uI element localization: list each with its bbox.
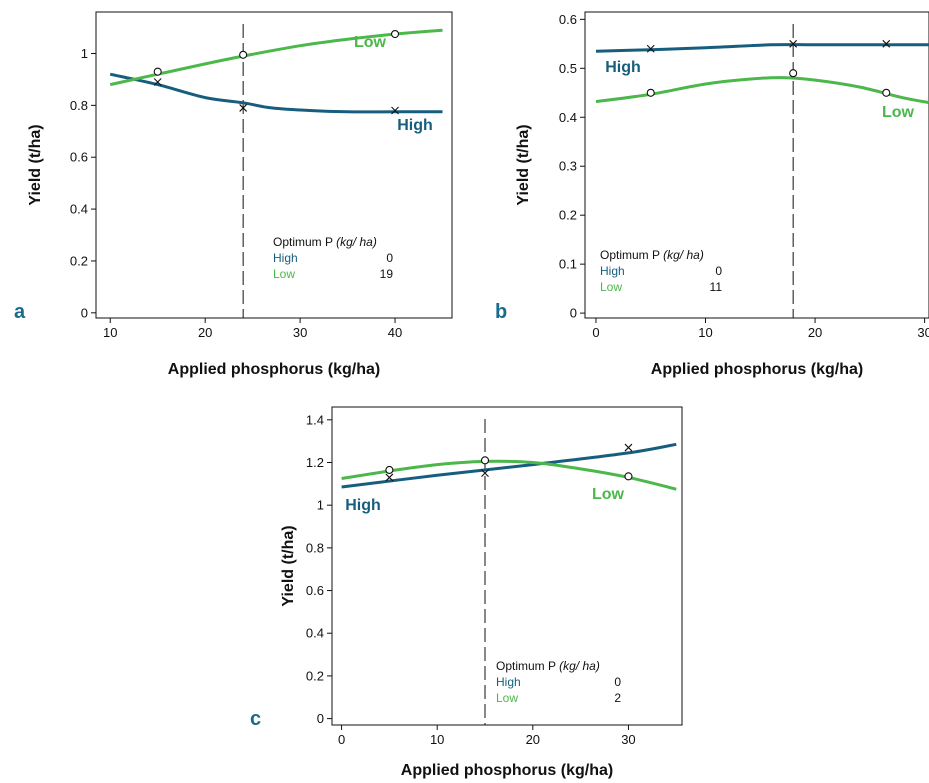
panel-c-y-tick-label: 1.2 (306, 455, 324, 470)
panel-a-series-line-low (109, 28, 443, 87)
panel-a-x-tick-label: 10 (103, 325, 117, 340)
panel-a-legend-label-low: Low (273, 267, 295, 281)
panel-a-observed-point-high (153, 78, 162, 86)
panel-b-legend-title: Optimum P (kg/ ha) (600, 248, 704, 262)
panel-c-y-tick-label: 0.8 (306, 540, 324, 555)
panel-c-y-tick-label: 1.4 (306, 412, 324, 427)
panel-b-series-label-low: Low (882, 104, 915, 121)
panel-c-legend-value-high: 0 (614, 675, 621, 689)
panel-a-x-tick-label: 40 (388, 325, 402, 340)
panel-a-x-tick-label: 20 (198, 325, 212, 340)
panel-b-x-tick-label: 30 (917, 325, 929, 340)
panel-b-x-tick-label: 20 (808, 325, 822, 340)
panel-c-x-tick-label: 30 (621, 732, 635, 747)
panel-c-x-tick-label: 20 (526, 732, 540, 747)
panel-c-observed-point-high (385, 473, 394, 482)
panel-b-observed-point-low (882, 88, 891, 97)
panel-b-series-line-low (595, 76, 929, 105)
panel-a-series-label-low: Low (354, 34, 387, 51)
panel-c-legend-value-low: 2 (614, 691, 621, 705)
panel-a-y-axis-title: Yield (t/ha) (27, 124, 44, 205)
panel-a-legend-value-high: 0 (386, 251, 393, 265)
panel-b-observed-point-high (646, 44, 655, 53)
panel-a-legend-value-low: 19 (380, 267, 394, 281)
panel-b-y-tick-label: 0.4 (559, 110, 577, 125)
panel-b-y-tick-label: 0.3 (559, 159, 577, 174)
panel-c-y-tick-label: 1 (317, 498, 324, 513)
panel-b-series-label-high: High (605, 59, 641, 76)
panel-a-series-line-high (109, 72, 443, 114)
panel-a-x-tick-label: 30 (293, 325, 307, 340)
panel-b-y-tick-label: 0.1 (559, 257, 577, 272)
panel-c-x-axis-title: Applied phosphorus (kg/ha) (401, 762, 613, 779)
panel-b-legend-label-high: High (600, 264, 625, 278)
panel-a-observed-point-low (153, 67, 162, 76)
panel-a-observed-point-low (390, 29, 400, 39)
panel-c-series-label-high: High (345, 497, 381, 514)
panel-a-legend-title: Optimum P (kg/ ha) (273, 235, 377, 249)
panel-a-y-tick-label: 0.4 (70, 202, 88, 217)
panel-c-observed-point-high (624, 443, 633, 452)
panel-b-y-tick-label: 0.5 (559, 61, 577, 76)
panel-a-x-axis-title: Applied phosphorus (kg/ha) (168, 361, 380, 378)
panel-b-y-tick-label: 0 (570, 306, 577, 321)
panel-c-y-tick-label: 0 (317, 711, 324, 726)
panel-a-y-tick-label: 0 (81, 305, 88, 320)
panel-c-y-tick-label: 0.6 (306, 583, 324, 598)
panel-b-legend-label-low: Low (600, 280, 622, 294)
panel-c-plot-frame (331, 406, 683, 726)
panel-c-observed-point-low (385, 465, 394, 475)
panel-b-x-tick-label: 10 (698, 325, 712, 340)
panel-c-x-tick-label: 10 (430, 732, 444, 747)
panel-c-observed-point-high (481, 469, 489, 478)
panel-a-y-tick-label: 0.8 (70, 98, 88, 113)
panel-b-panel-letter: b (495, 301, 507, 323)
panel-a-observed-point-high (239, 104, 248, 112)
panel-c-observed-point-low (480, 456, 490, 465)
panel-b-observed-point-low (646, 88, 655, 97)
panel-c-series-label-low: Low (592, 486, 625, 503)
panel-b-y-axis-title: Yield (t/ha) (515, 124, 532, 205)
panel-a-observed-point-high (391, 106, 399, 115)
panel-c-observed-point-low (624, 472, 633, 481)
panel-b-observed-point-low (789, 69, 798, 78)
panel-b-y-tick-label: 0.6 (559, 12, 577, 27)
panel-b-series-line-high (595, 43, 929, 53)
panel-a-y-tick-label: 1 (81, 46, 88, 61)
panel-b-legend-value-low: 11 (710, 280, 723, 294)
panel-c-x-tick-label: 0 (338, 732, 345, 747)
panel-c-legend-label-low: Low (496, 691, 518, 705)
panel-b-legend-value-high: 0 (715, 264, 722, 278)
panel-b-observed-point-high (789, 39, 798, 48)
panel-a-plot-frame (95, 11, 453, 319)
panel-a-series-label-high: High (397, 117, 433, 134)
panel-a-y-tick-label: 0.2 (70, 253, 88, 268)
panel-c-y-tick-label: 0.4 (306, 626, 324, 641)
panel-b-plot-frame (584, 11, 929, 319)
panel-c-legend-label-high: High (496, 675, 521, 689)
panel-c-legend-title: Optimum P (kg/ ha) (496, 659, 600, 673)
panel-a-y-tick-label: 0.6 (70, 150, 88, 165)
panel-c-panel-letter: c (250, 708, 261, 730)
panel-a-legend-label-high: High (273, 251, 298, 265)
panel-a-observed-point-low (239, 50, 248, 59)
panel-b-observed-point-high (882, 39, 891, 48)
panel-c-y-axis-title: Yield (t/ha) (280, 525, 297, 606)
panel-b-x-tick-label: 0 (592, 325, 599, 340)
panel-a-panel-letter: a (14, 301, 26, 323)
panel-c-series-line-high (341, 442, 677, 489)
panel-b-y-tick-label: 0.2 (559, 208, 577, 223)
panel-b-x-axis-title: Applied phosphorus (kg/ha) (651, 361, 863, 378)
panel-c-y-tick-label: 0.2 (306, 668, 324, 683)
